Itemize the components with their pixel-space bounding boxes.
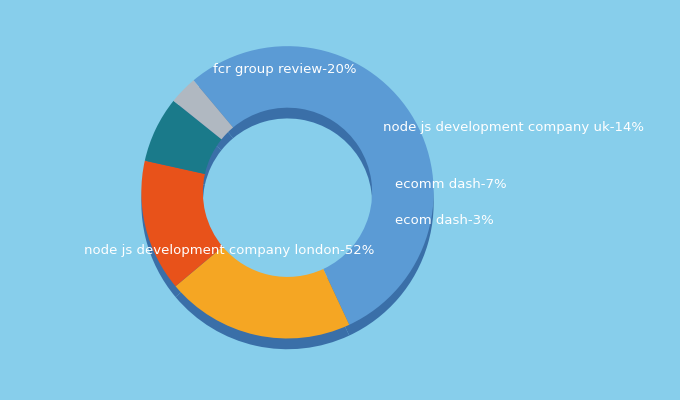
Wedge shape: [194, 46, 434, 325]
Wedge shape: [175, 247, 350, 338]
Wedge shape: [141, 161, 222, 286]
Text: ecom dash-3%: ecom dash-3%: [395, 214, 494, 226]
Wedge shape: [175, 258, 350, 349]
Wedge shape: [194, 57, 434, 336]
Text: fcr group review-20%: fcr group review-20%: [213, 63, 356, 76]
Text: node js development company uk-14%: node js development company uk-14%: [383, 121, 644, 134]
Wedge shape: [145, 112, 222, 185]
Wedge shape: [173, 80, 233, 139]
Wedge shape: [173, 91, 233, 150]
Text: ecomm dash-7%: ecomm dash-7%: [395, 178, 507, 191]
Wedge shape: [141, 172, 222, 297]
Wedge shape: [145, 101, 222, 174]
Text: node js development company london-52%: node js development company london-52%: [84, 244, 374, 257]
